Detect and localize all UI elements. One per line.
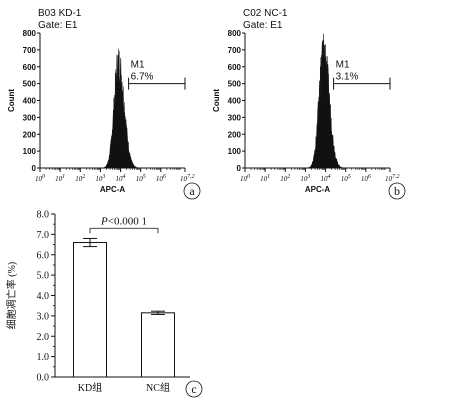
y-tick-label: 400 [23, 97, 37, 106]
y-tick-label: 300 [228, 113, 242, 122]
x-tick-label: 102 [280, 174, 290, 183]
x-tick-label: 105 [341, 174, 351, 183]
panel-label: a [189, 184, 195, 198]
x-tick-exponent: 1 [62, 174, 65, 180]
x-tick-label: 103 [95, 174, 105, 183]
x-tick-exponent: 4 [328, 173, 331, 180]
x-category-label: KD组 [78, 381, 102, 394]
y-tick-label: 3.0 [37, 311, 50, 322]
significance-value: <0.000 1 [108, 215, 147, 227]
bar [141, 312, 175, 378]
y-tick-label: 400 [228, 97, 242, 106]
histogram-header-line: Gate: E1 [243, 20, 283, 31]
x-tick-exponent: 3 [306, 174, 310, 180]
y-tick-label: 500 [228, 80, 242, 89]
x-tick-label: 104 [116, 173, 126, 183]
x-tick-exponent: 0 [247, 174, 250, 180]
x-tick-exponent: 7.2 [187, 174, 195, 180]
panel-label-circle [185, 380, 203, 398]
y-tick-label: 0.0 [37, 373, 50, 384]
x-tick-exponent: 4 [123, 173, 126, 180]
x-tick-label: 101 [260, 174, 270, 183]
y-tick-label: 700 [23, 46, 37, 55]
x-tick-exponent: 2 [287, 174, 290, 180]
x-tick-label: 107.2 [180, 174, 195, 183]
y-axis-label: Count [7, 89, 16, 112]
x-tick-label: 100 [240, 174, 250, 183]
y-tick-label: 800 [23, 29, 37, 38]
marker-percent: 6.7% [131, 72, 154, 83]
significance-label: P<0.000 1 [100, 215, 147, 227]
marker-percent: 3.1% [336, 72, 359, 83]
y-tick-label: 200 [23, 130, 37, 139]
y-tick-label: 100 [228, 147, 242, 156]
y-tick-label: 200 [228, 130, 242, 139]
y-tick-label: 100 [23, 147, 37, 156]
x-axis-label: APC-A [305, 185, 331, 194]
bar [73, 242, 107, 378]
y-tick-label: 8.0 [37, 210, 50, 221]
histogram-header-line: Gate: E1 [38, 20, 78, 31]
x-axis-label: APC-A [100, 185, 126, 194]
y-tick-label: 800 [228, 29, 242, 38]
y-tick-label: 6.0 [37, 250, 50, 261]
x-tick-exponent: 1 [267, 174, 270, 180]
x-tick-label: 103 [300, 174, 310, 183]
panel-label-circle [388, 182, 406, 200]
y-tick-label: 700 [228, 46, 242, 55]
histogram-header-line: C02 NC-1 [243, 8, 288, 19]
marker-name: M1 [131, 60, 145, 71]
marker-name: M1 [336, 60, 350, 71]
panel-label-circle [183, 182, 201, 200]
y-axis-label: 细胞凋亡率 (%) [5, 262, 18, 330]
y-tick-label: 0 [237, 164, 242, 173]
x-tick-exponent: 6 [368, 174, 371, 180]
bar-panel-c: 0.0 1.0 2.0 3.0 4.0 5.0 6.0 7.0 8.0 细胞凋亡率 (%) KD组 N… [5, 210, 203, 398]
y-tick-label: 0 [32, 164, 37, 173]
x-tick-exponent: 5 [143, 174, 146, 180]
y-tick-label: 5.0 [37, 271, 50, 282]
panel-label: c [191, 382, 196, 396]
significance-p: P [100, 215, 108, 227]
histogram-distribution [297, 33, 350, 169]
x-tick-exponent: 0 [42, 174, 45, 180]
y-tick-label: 600 [23, 63, 37, 72]
y-axis-label: Count [212, 89, 221, 112]
panel-label: b [394, 184, 400, 198]
y-tick-label: 300 [23, 113, 37, 122]
x-tick-label: 101 [55, 174, 65, 183]
x-tick-label: 105 [136, 174, 146, 183]
y-tick-label: 500 [23, 80, 37, 89]
x-tick-exponent: 2 [82, 174, 85, 180]
x-tick-label: 106 [156, 174, 166, 183]
y-tick-label: 1.0 [37, 352, 50, 363]
histogram-distribution [92, 48, 145, 169]
x-tick-label: 107.2 [385, 174, 400, 183]
histogram-header-line: B03 KD-1 [38, 8, 82, 19]
x-tick-exponent: 6 [163, 174, 166, 180]
y-tick-label: 4.0 [37, 291, 50, 302]
x-tick-label: 100 [35, 174, 45, 183]
x-tick-label: 104 [321, 173, 331, 183]
y-tick-label: 7.0 [37, 230, 50, 241]
x-category-label: NC组 [146, 381, 170, 394]
x-tick-label: 106 [361, 174, 371, 183]
x-tick-exponent: 3 [101, 174, 105, 180]
y-tick-label: 2.0 [37, 332, 50, 343]
x-tick-label: 102 [75, 174, 85, 183]
y-tick-label: 600 [228, 63, 242, 72]
x-tick-exponent: 5 [348, 174, 351, 180]
x-tick-exponent: 7.2 [392, 174, 400, 180]
